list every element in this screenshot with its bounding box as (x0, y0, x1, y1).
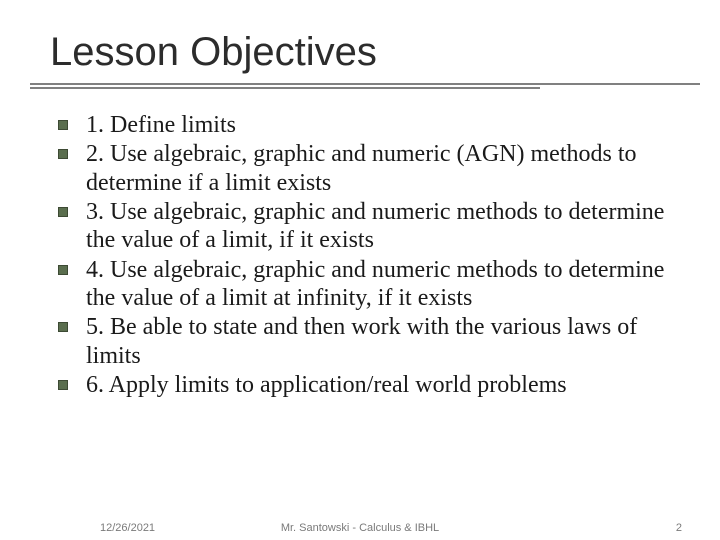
list-item: 3. Use algebraic, graphic and numeric me… (78, 198, 670, 255)
slide-title: Lesson Objectives (50, 30, 670, 75)
rule-short (30, 87, 540, 89)
title-rules (50, 83, 670, 89)
objective-text: 5. Be able to state and then work with t… (86, 314, 637, 368)
bullet-icon (58, 265, 68, 275)
bullet-icon (58, 322, 68, 332)
bullet-icon (58, 120, 68, 130)
list-item: 2. Use algebraic, graphic and numeric (A… (78, 140, 670, 197)
objectives-list: 1. Define limits 2. Use algebraic, graph… (50, 111, 670, 399)
rule-long (30, 83, 700, 85)
list-item: 1. Define limits (78, 111, 670, 139)
slide: Lesson Objectives 1. Define limits 2. Us… (0, 0, 720, 540)
bullet-icon (58, 149, 68, 159)
objective-text: 4. Use algebraic, graphic and numeric me… (86, 257, 664, 311)
bullet-icon (58, 207, 68, 217)
footer-page-number: 2 (676, 522, 682, 534)
footer-center: Mr. Santowski - Calculus & IBHL (0, 522, 720, 534)
list-item: 6. Apply limits to application/real worl… (78, 371, 670, 399)
list-item: 4. Use algebraic, graphic and numeric me… (78, 256, 670, 313)
objective-text: 2. Use algebraic, graphic and numeric (A… (86, 141, 637, 195)
bullet-icon (58, 380, 68, 390)
list-item: 5. Be able to state and then work with t… (78, 313, 670, 370)
objective-text: 3. Use algebraic, graphic and numeric me… (86, 199, 664, 253)
objective-text: 6. Apply limits to application/real worl… (86, 372, 567, 398)
objective-text: 1. Define limits (86, 112, 236, 138)
